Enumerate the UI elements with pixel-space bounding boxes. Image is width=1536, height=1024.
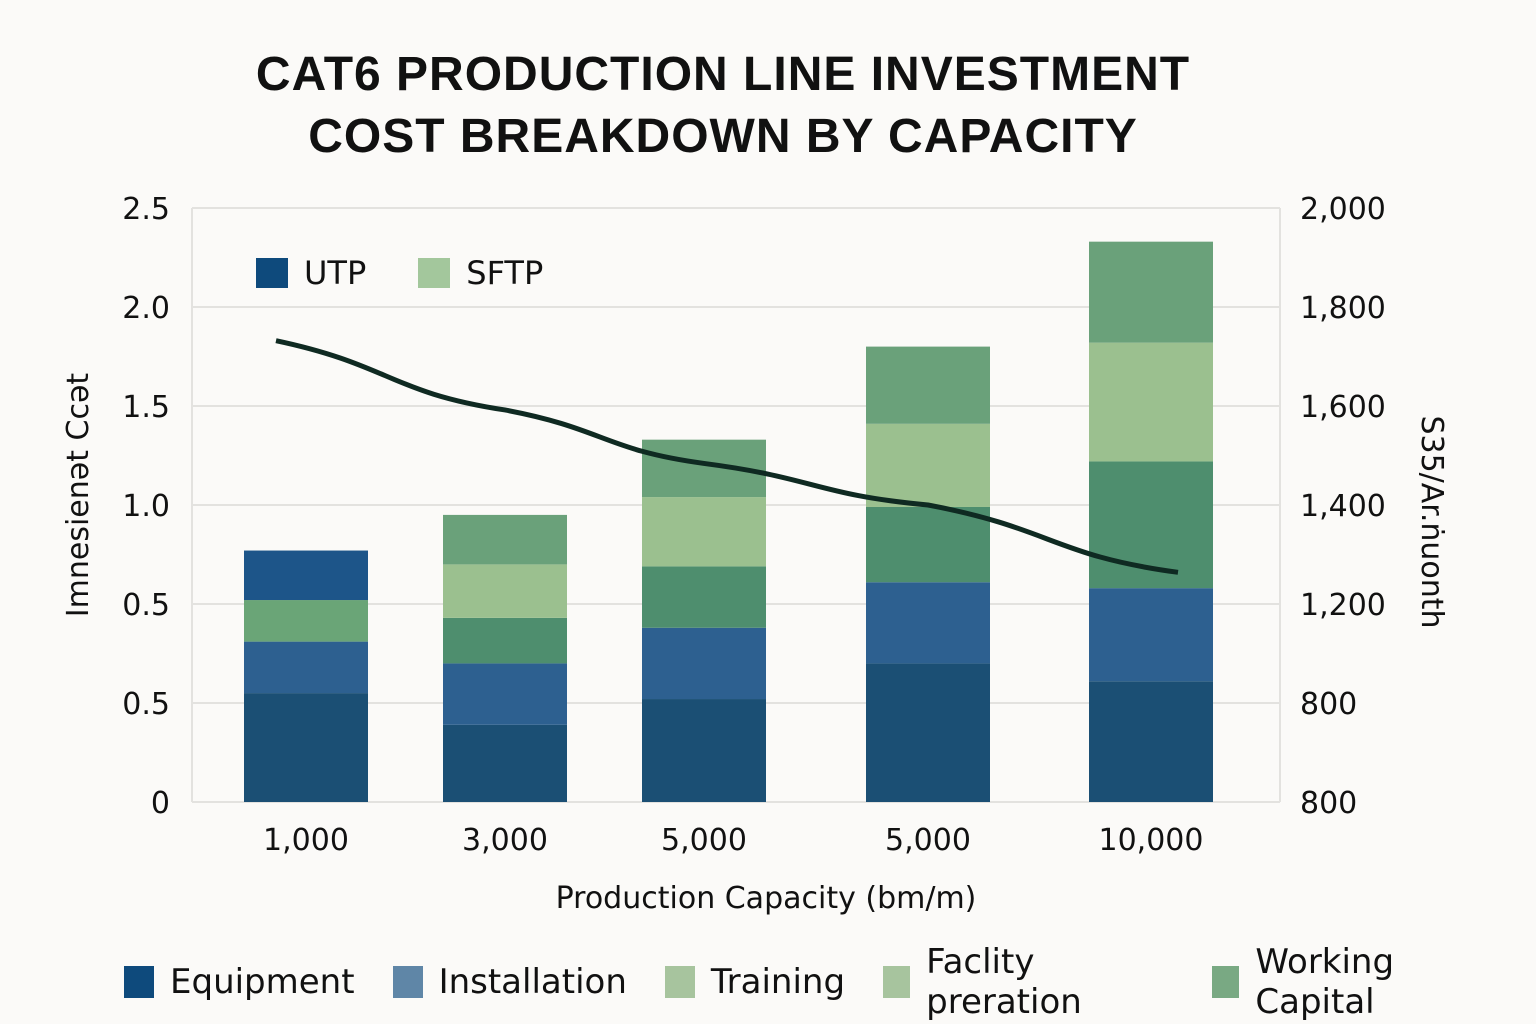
y2-tick-label: 1,200 xyxy=(1300,588,1386,623)
x-tick-label: 3,000 xyxy=(462,823,548,858)
bar-segment xyxy=(443,617,567,664)
y-tick-label: 2.5 xyxy=(122,192,170,227)
bar-segment xyxy=(642,699,766,802)
y-tick-label: 0.5 xyxy=(122,588,170,623)
legend-label: Installation xyxy=(438,962,627,1002)
bar-segment xyxy=(1089,588,1213,682)
x-tick-label: 5,000 xyxy=(885,823,971,858)
y2-tick-label: 1,600 xyxy=(1300,390,1386,425)
legend-label: Working Capital xyxy=(1255,942,1395,1022)
bar-segment xyxy=(244,641,368,694)
x-tick-label: 10,000 xyxy=(1099,823,1204,858)
legend-item-sftp: SFTP xyxy=(418,254,543,292)
legend-swatch xyxy=(883,966,911,998)
legend-swatch xyxy=(256,258,288,288)
y2-tick-label: 800 xyxy=(1300,786,1357,821)
bar-segment xyxy=(244,600,368,642)
bar-segment xyxy=(642,627,766,700)
y2-axis-label: S35/Ar.ṅuonth xyxy=(1414,415,1449,628)
legend-item-utp: UTP xyxy=(256,254,366,292)
y-tick-label: 0 xyxy=(151,786,170,821)
trend-line xyxy=(275,338,1179,575)
bar-segment xyxy=(642,566,766,628)
bar-segment xyxy=(1089,241,1213,343)
bar-segment xyxy=(866,663,990,802)
y-tick-label: 0.5 xyxy=(122,687,170,722)
legend-swatch xyxy=(664,966,695,998)
legend-label: Training xyxy=(710,962,846,1002)
legend-item-installation: Installation xyxy=(392,962,627,1002)
y-tick-label: 1.5 xyxy=(122,390,170,425)
chart-title-line-2: COST BREAKDOWN BY CAPACITY xyxy=(308,110,1138,163)
x-axis-label: Production Capacity (bm/m) xyxy=(556,881,977,916)
legend-swatch xyxy=(392,966,423,998)
bar-segment xyxy=(866,582,990,664)
legend-bottom: Equipment Installation Training Faclity … xyxy=(124,942,1536,1022)
bar-segment xyxy=(443,724,567,802)
chart-title-line-1: CAT6 PRODUCTION LINE INVESTMENT xyxy=(255,48,1191,101)
y2-tick-label: 800 xyxy=(1300,687,1357,722)
y2-tick-label: 1,800 xyxy=(1300,291,1386,326)
bar-segment xyxy=(244,693,368,802)
y2-tick-label: 1,400 xyxy=(1300,489,1386,524)
bar-segment xyxy=(443,514,567,565)
bar-segment xyxy=(443,663,567,725)
legend-swatch xyxy=(1212,966,1240,998)
bar-segment xyxy=(642,497,766,567)
legend-label: Equipment xyxy=(170,962,355,1002)
legend-label: SFTP xyxy=(466,254,544,292)
legend-label: Faclity preration xyxy=(926,942,1082,1022)
bar-segment xyxy=(1089,342,1213,462)
bar-segment xyxy=(866,423,990,507)
bar-segment xyxy=(443,564,567,618)
x-tick-label: 5,000 xyxy=(661,823,747,858)
bar-segment xyxy=(866,506,990,583)
bar-segment xyxy=(866,346,990,424)
x-tick-label: 1,000 xyxy=(263,823,349,858)
y2-tick-label: 2,000 xyxy=(1300,192,1386,227)
legend-item-working-capital: Working Capital xyxy=(1212,942,1498,1022)
y-axis-label: Imnesienәt Ccәt xyxy=(61,373,96,618)
bar-segment xyxy=(244,550,368,601)
y-tick-label: 2.0 xyxy=(122,291,170,326)
legend-top: UTP SFTP xyxy=(256,254,595,292)
chart-title: CAT6 PRODUCTION LINE INVESTMENT COST BRE… xyxy=(0,44,1446,168)
y-tick-label: 1.0 xyxy=(122,489,170,524)
legend-swatch xyxy=(124,966,154,998)
legend-swatch xyxy=(418,258,451,288)
legend-item-facility-preparation: Faclity preration xyxy=(883,942,1174,1022)
legend-item-equipment: Equipment xyxy=(124,962,355,1002)
bar-segment xyxy=(1089,681,1213,802)
legend-label: UTP xyxy=(304,254,367,292)
legend-item-training: Training xyxy=(664,962,846,1002)
